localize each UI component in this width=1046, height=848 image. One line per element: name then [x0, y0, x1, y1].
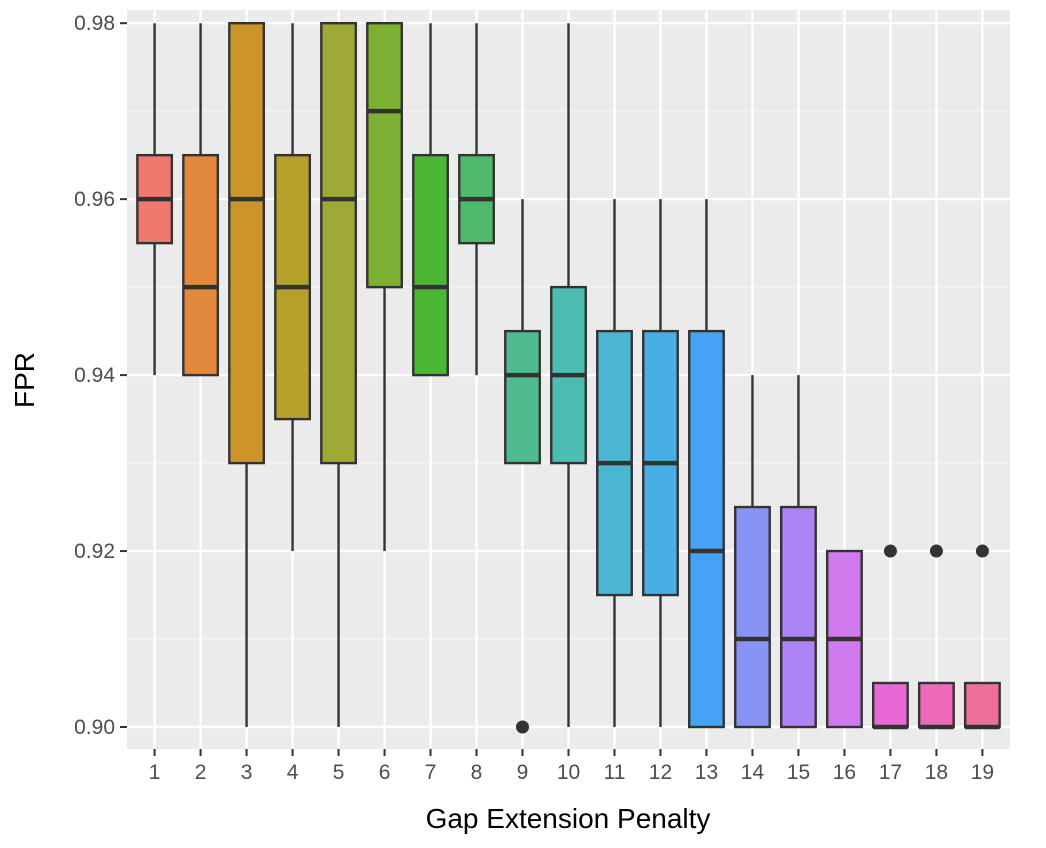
x-axis: 1 2 3 4 5 6 7 8 9 10 11 12 13 14 15 16 17 18 19: [149, 749, 994, 784]
box-12: [642, 199, 679, 728]
x-tick-label: 17: [879, 761, 902, 784]
x-tick-label: 12: [649, 761, 672, 784]
box-body: [871, 681, 909, 729]
box-16: [825, 549, 863, 729]
x-tick-label: 9: [517, 761, 529, 784]
box-body: [688, 329, 725, 729]
box-body: [917, 681, 955, 729]
boxes-layer: [136, 21, 1001, 734]
x-tick-label: 6: [379, 761, 391, 784]
x-tick-label: 3: [241, 761, 253, 784]
x-tick-label: 8: [471, 761, 483, 784]
x-tick-label: 15: [787, 761, 810, 784]
x-tick-label: 1: [149, 761, 161, 784]
box-body: [320, 21, 357, 465]
y-tick-label: 0.92: [74, 540, 115, 563]
y-tick-label: 0.96: [74, 188, 115, 211]
box-10: [550, 23, 587, 728]
box-6: [366, 21, 403, 552]
box-15: [780, 375, 817, 729]
x-tick-label: 18: [925, 761, 948, 784]
outlier-point: [975, 544, 989, 558]
x-tick-label: 5: [333, 761, 345, 784]
x-tick-label: 11: [604, 761, 626, 784]
box-body: [734, 505, 771, 729]
box-3: [228, 21, 266, 728]
y-axis-title: FPR: [9, 352, 40, 408]
y-tick-label: 0.90: [74, 716, 115, 739]
box-14: [734, 375, 771, 729]
box-body: [963, 681, 1001, 729]
y-tick-label: 0.98: [74, 12, 115, 35]
box-8: [458, 23, 495, 376]
box-9: [504, 199, 541, 734]
box-1: [136, 23, 174, 376]
x-tick-label: 2: [195, 761, 207, 784]
x-tick-label: 13: [695, 761, 718, 784]
box-18: [917, 544, 955, 730]
box-body: [366, 21, 403, 289]
outlier-point: [883, 544, 897, 558]
box-4: [274, 23, 312, 552]
x-tick-label: 19: [971, 761, 994, 784]
box-body: [504, 329, 541, 465]
y-tick-label: 0.94: [74, 364, 115, 387]
x-axis-title: Gap Extension Penalty: [426, 803, 711, 834]
box-17: [871, 544, 909, 730]
x-tick-label: 7: [425, 761, 437, 784]
box-body: [412, 153, 449, 377]
x-tick-label: 4: [287, 761, 299, 784]
x-tick-label: 16: [833, 761, 856, 784]
outlier-point: [929, 544, 943, 558]
box-body: [182, 153, 220, 377]
box-2: [182, 23, 220, 377]
box-5: [320, 21, 357, 728]
y-axis: 0.90 0.92 0.94 0.96 0.98: [74, 12, 127, 739]
x-tick-label: 10: [557, 761, 580, 784]
box-body: [228, 21, 266, 465]
box-19: [963, 544, 1001, 730]
outlier-point: [516, 720, 530, 734]
box-body: [780, 505, 817, 729]
box-11: [596, 199, 633, 728]
box-13: [688, 199, 725, 729]
x-tick-label: 14: [741, 761, 765, 784]
box-7: [412, 23, 449, 377]
